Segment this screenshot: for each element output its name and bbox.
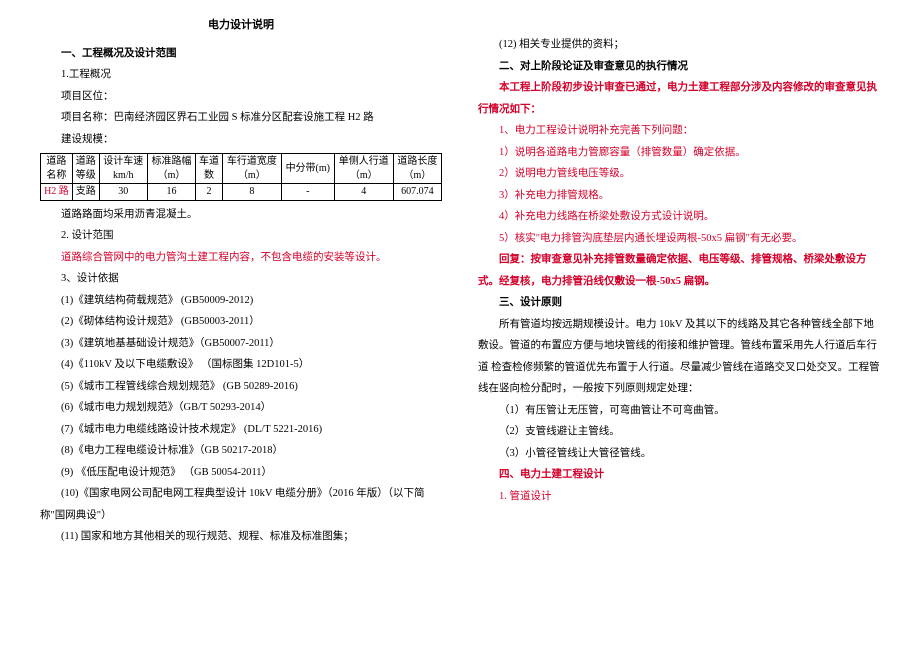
sec2-item-1-1: 1）说明各道路电力管廊容量（排管数量）确定依据。 [478,142,880,164]
basis-6: (6)《城市电力规划规范》（GB/T 50293-2014） [40,397,442,419]
table-header-cell: 道路长度（m） [393,154,441,184]
sec3-rule-2: （2）支管线避让主管线。 [478,421,880,443]
sec2-item-1-3: 3）补充电力排管规格。 [478,185,880,207]
p-location: 项目区位： [40,86,442,108]
table-header-cell: 设计车速km/h [99,154,147,184]
table-header-cell: 车行道宽度（m） [222,154,281,184]
basis-4: (4)《110kV 及以下电缆敷设》 （国标图集 12D101-5） [40,354,442,376]
table-cell: 607.074 [393,184,441,201]
basis-11: (11) 国家和地方其他相关的现行规范、规程、标准及标准图集； [40,526,442,548]
section-3-heading: 三、设计原则 [478,292,880,314]
table-header-cell: 道路等级 [72,154,99,184]
table-cell: 8 [222,184,281,201]
p-basis-head: 3、设计依据 [40,268,442,290]
sec2-reply: 回复：按审查意见补充排管数量确定依据、电压等级、排管规格、桥梁处敷设方式。经复核… [478,249,880,292]
table-cell: 2 [196,184,223,201]
basis-8: (8)《电力工程电缆设计标准》（GB 50217-2018） [40,440,442,462]
table-cell: 支路 [72,184,99,201]
table-row: H2 路支路301628-4607.074 [41,184,442,201]
p-overview-1: 1.工程概况 [40,64,442,86]
table-cell: H2 路 [41,184,73,201]
road-table: 道路名称道路等级设计车速km/h标准路幅（m）车道数车行道宽度（m）中分带(m)… [40,153,442,201]
sec3-rule-3: （3）小管径管线让大管径管线。 [478,443,880,465]
sec3-body: 所有管道均按远期规模设计。电力 10kV 及其以下的线路及其它各种管线全部下地敷… [478,314,880,400]
basis-1: (1)《建筑结构荷载规范》 (GB50009-2012) [40,290,442,312]
basis-3: (3)《建筑地基基础设计规范》（GB50007-2011） [40,333,442,355]
p-scale: 建设规模： [40,129,442,151]
p-scope-head: 2. 设计范围 [40,225,442,247]
table-header-cell: 中分带(m) [281,154,334,184]
basis-5: (5)《城市工程管线综合规划规范》 (GB 50289-2016) [40,376,442,398]
sec2-item-1: 1、电力工程设计说明补充完善下列问题： [478,120,880,142]
table-header-cell: 道路名称 [41,154,73,184]
basis-10: (10)《国家电网公司配电网工程典型设计 10kV 电缆分册》（2016 年版）… [40,483,442,526]
section-2-heading: 二、对上阶段论证及审查意见的执行情况 [478,56,880,78]
table-cell: 30 [99,184,147,201]
table-cell: - [281,184,334,201]
table-header-cell: 单侧人行道（m） [334,154,393,184]
basis-7: (7)《城市电力电缆线路设计技术规定》 (DL/T 5221-2016) [40,419,442,441]
sec2-intro: 本工程上阶段初步设计审查已通过，电力土建工程部分涉及内容修改的审查意见执行情况如… [478,77,880,120]
basis-2: (2)《砌体结构设计规范》 (GB50003-2011） [40,311,442,333]
table-header-row: 道路名称道路等级设计车速km/h标准路幅（m）车道数车行道宽度（m）中分带(m)… [41,154,442,184]
sec2-item-1-5: 5）核实"电力排管沟底垫层内通长埋设两根-50x5 扁钢"有无必要。 [478,228,880,250]
table-cell: 16 [147,184,195,201]
sec4-item-1: 1. 管道设计 [478,486,880,508]
p-scope-body: 道路综合管网中的电力管沟土建工程内容，不包含电缆的安装等设计。 [40,247,442,269]
basis-12: (12) 相关专业提供的资料； [478,34,880,56]
sec3-rule-1: （1）有压管让无压管，可弯曲管让不可弯曲管。 [478,400,880,422]
section-1-heading: 一、工程概况及设计范围 [40,43,442,65]
table-header-cell: 标准路幅（m） [147,154,195,184]
p-project-name: 项目名称：巴南经济园区界石工业园 S 标准分区配套设施工程 H2 路 [40,107,442,129]
basis-9: (9) 《低压配电设计规范》 （GB 50054-2011） [40,462,442,484]
table-cell: 4 [334,184,393,201]
table-header-cell: 车道数 [196,154,223,184]
sec2-item-1-2: 2）说明电力管线电压等级。 [478,163,880,185]
p-pavement: 道路路面均采用沥青混凝土。 [40,204,442,226]
doc-title: 电力设计说明 [40,14,442,37]
sec2-item-1-4: 4）补充电力线路在桥梁处敷设方式设计说明。 [478,206,880,228]
section-4-heading: 四、电力土建工程设计 [478,464,880,486]
